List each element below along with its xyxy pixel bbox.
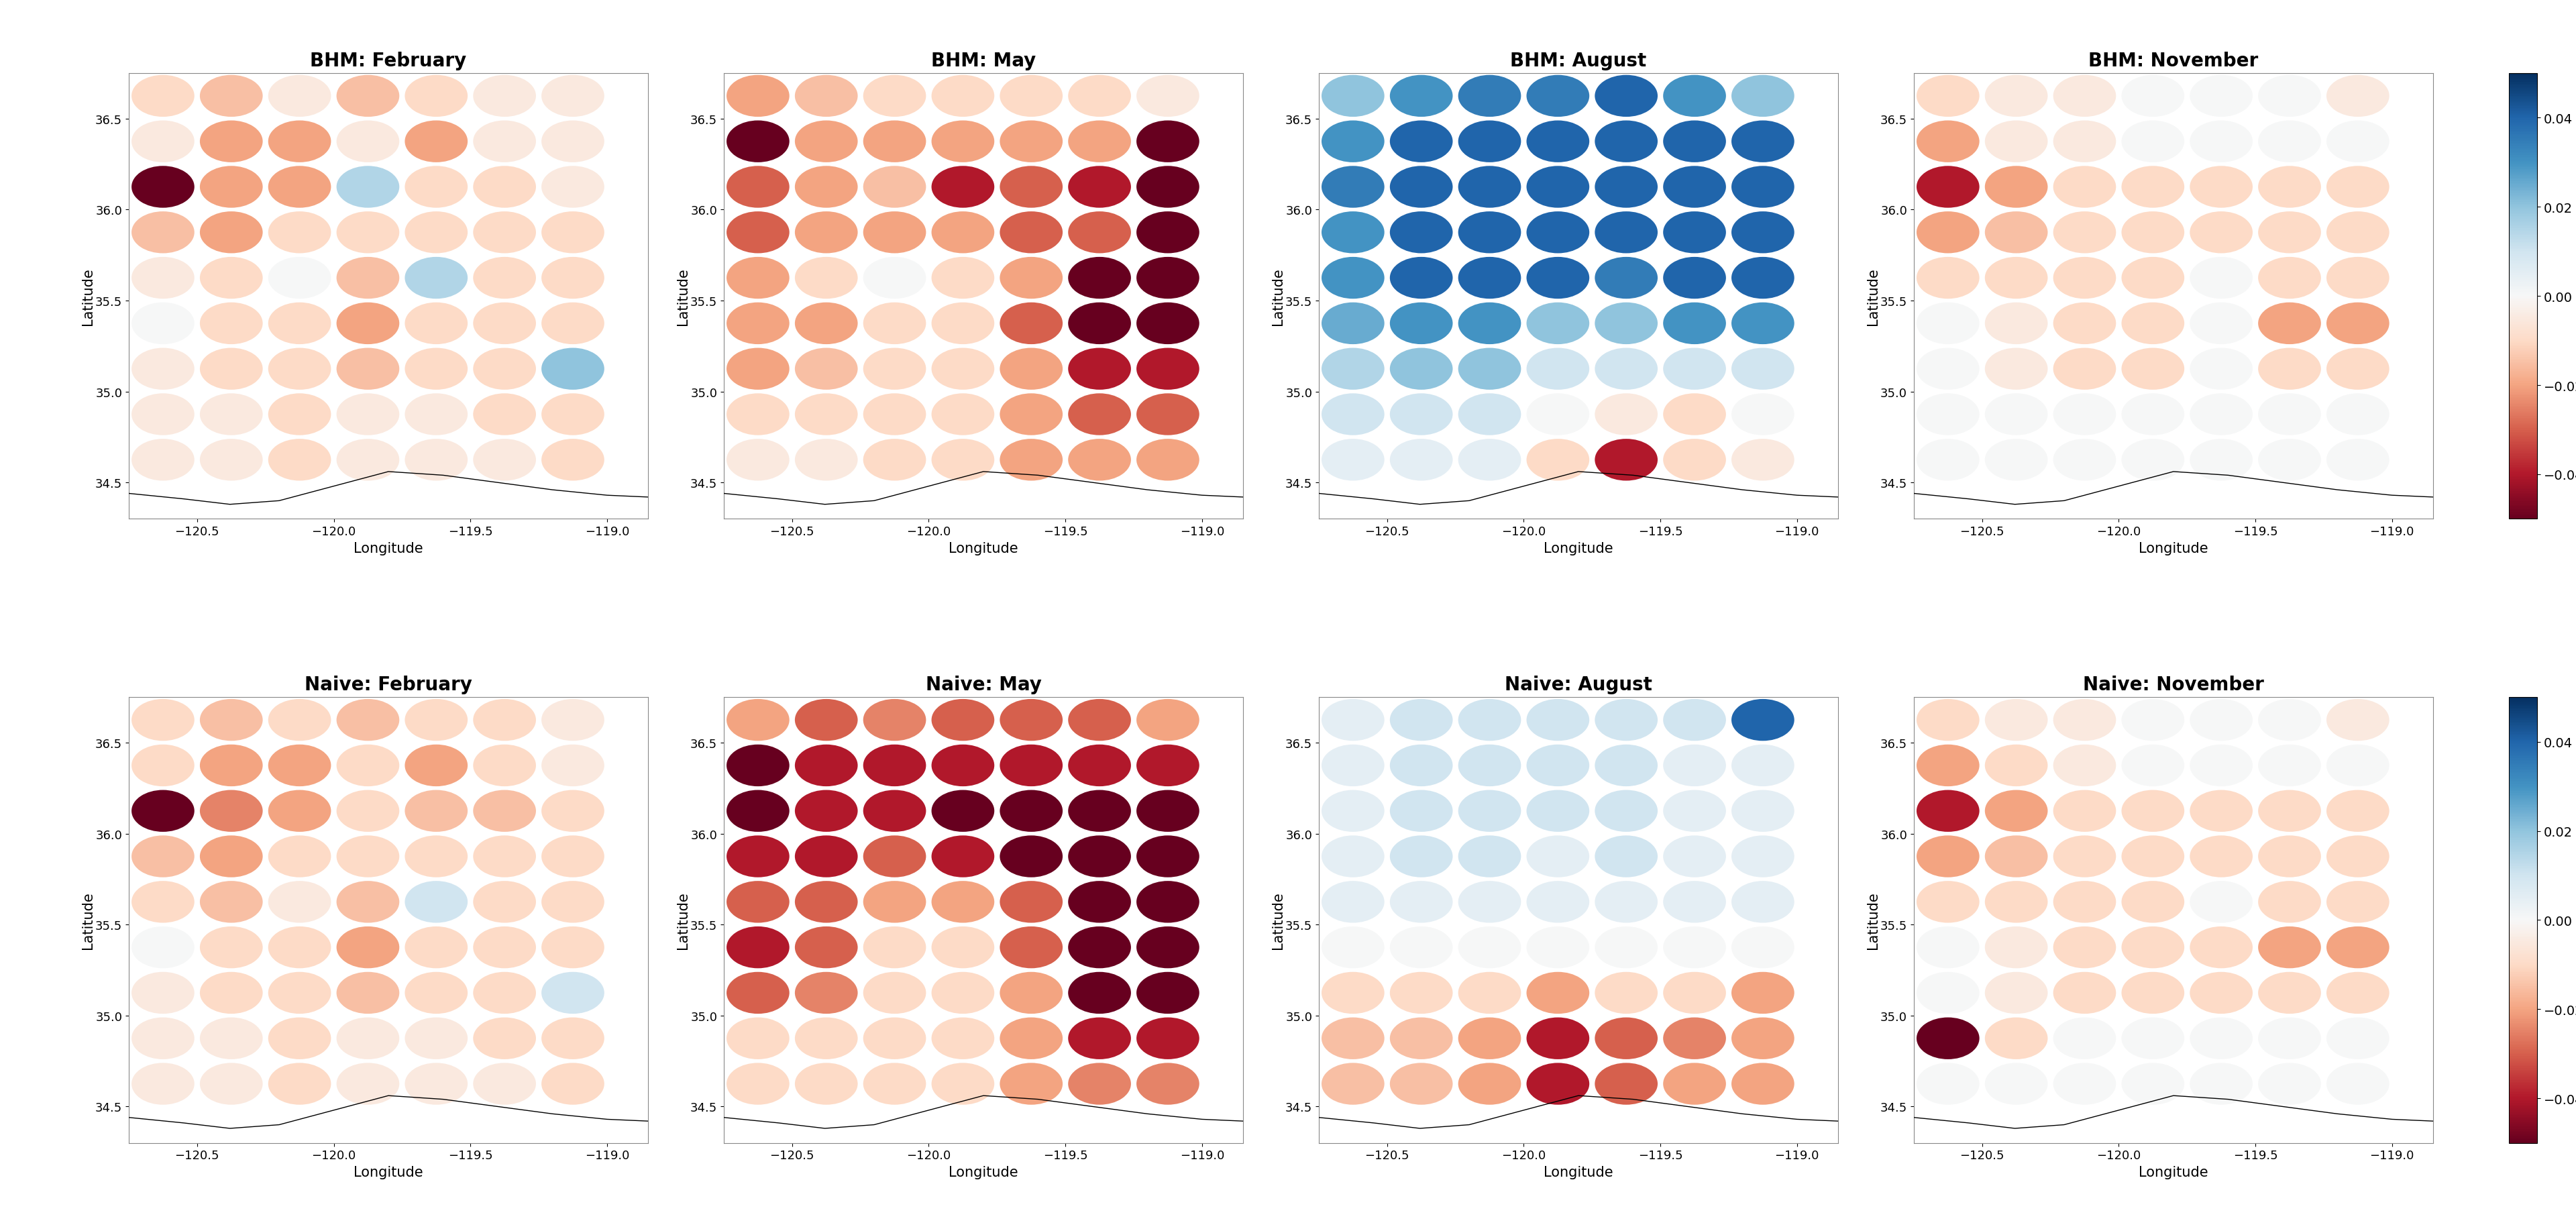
Title: Naive: August: Naive: August (1504, 675, 1651, 694)
X-axis label: Longitude: Longitude (948, 1165, 1018, 1179)
Y-axis label: Latitude: Latitude (80, 891, 95, 949)
X-axis label: Longitude: Longitude (2138, 542, 2208, 556)
Y-axis label: Latitude: Latitude (1270, 268, 1285, 326)
X-axis label: Longitude: Longitude (1543, 1165, 1613, 1179)
Title: Naive: May: Naive: May (925, 675, 1041, 694)
Y-axis label: Latitude: Latitude (80, 268, 95, 326)
X-axis label: Longitude: Longitude (353, 1165, 422, 1179)
X-axis label: Longitude: Longitude (2138, 1165, 2208, 1179)
Title: BHM: May: BHM: May (930, 52, 1036, 70)
X-axis label: Longitude: Longitude (1543, 542, 1613, 556)
Y-axis label: Latitude: Latitude (1270, 891, 1285, 949)
Title: BHM: August: BHM: August (1510, 52, 1646, 70)
Y-axis label: Latitude: Latitude (675, 891, 690, 949)
X-axis label: Longitude: Longitude (948, 542, 1018, 556)
Y-axis label: Latitude: Latitude (1865, 268, 1880, 326)
Title: BHM: February: BHM: February (309, 52, 466, 70)
Y-axis label: Latitude: Latitude (1865, 891, 1880, 949)
Title: Naive: February: Naive: February (304, 675, 471, 694)
X-axis label: Longitude: Longitude (353, 542, 422, 556)
Y-axis label: Latitude: Latitude (675, 268, 690, 326)
Title: Naive: November: Naive: November (2084, 675, 2264, 694)
Title: BHM: November: BHM: November (2089, 52, 2259, 70)
